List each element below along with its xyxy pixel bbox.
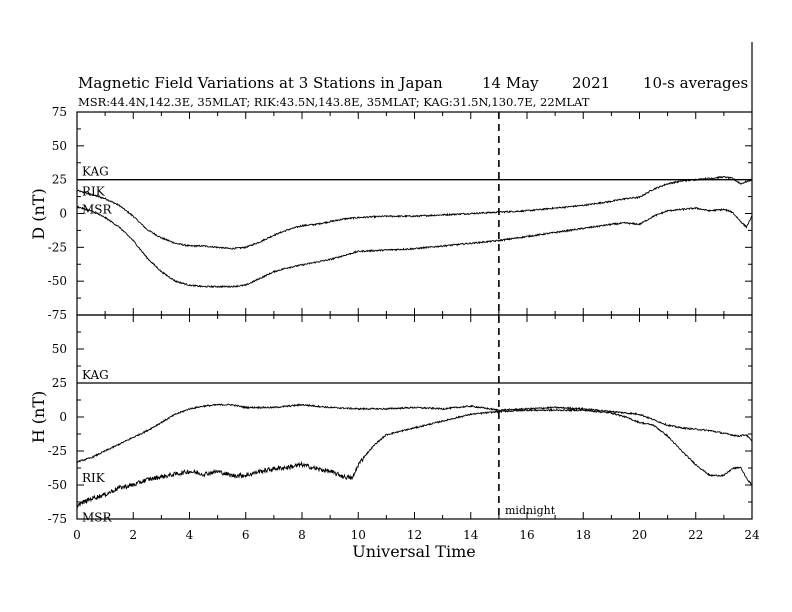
x-axis-label: Universal Time [352, 542, 475, 561]
x-tick-label: 8 [298, 528, 306, 542]
h-rik-line [76, 403, 753, 464]
chart-averaging: 10-s averages [643, 74, 748, 92]
h-msr-label: MSR [82, 510, 113, 524]
d-rik-label: RIK [82, 184, 106, 198]
x-tick-label: 14 [463, 528, 479, 542]
d-panel-frame [76, 111, 753, 316]
h-ytick-label: -25 [48, 444, 67, 458]
d-msr-label: MSR [82, 203, 113, 217]
h-rik-label: RIK [82, 471, 106, 485]
h-ytick-label: 25 [52, 376, 67, 390]
chart-date: 14 May [482, 74, 539, 92]
midnight-label: midnight [505, 504, 556, 517]
d-ytick-label: -75 [48, 308, 67, 322]
chart-dynamic-layer: 75 50 25 0 -25 -50 -75 KAG RIK MSR 50 25 0 -25 -50 -75 K… [48, 105, 760, 542]
h-panel-frame [76, 314, 753, 520]
d-ytick-label: 25 [52, 173, 67, 187]
d-ytick-label: 50 [52, 139, 67, 153]
d-ytick-label: -25 [48, 240, 67, 254]
x-tick-label: 10 [351, 528, 366, 542]
x-tick-label: 12 [407, 528, 422, 542]
d-ytick-label: 0 [59, 207, 67, 221]
d-msr-line [76, 205, 753, 289]
h-kag-label: KAG [82, 368, 109, 382]
x-tick-label: 2 [129, 528, 137, 542]
x-tick-label: 16 [519, 528, 534, 542]
x-tick-label: 4 [186, 528, 194, 542]
h-msr-line [76, 408, 753, 509]
x-tick-label: 0 [73, 528, 81, 542]
d-ytick-label: -50 [48, 274, 67, 288]
h-ytick-label: 0 [59, 410, 67, 424]
h-ytick-label: -75 [48, 512, 67, 526]
chart-title: Magnetic Field Variations at 3 Stations … [78, 74, 443, 92]
d-ytick-label: 75 [52, 105, 67, 119]
d-rik-line [76, 175, 753, 250]
chart-year: 2021 [572, 74, 610, 92]
station-info: MSR:44.4N,142.3E, 35MLAT; RIK:43.5N,143.… [78, 95, 590, 109]
d-kag-label: KAG [82, 165, 109, 179]
x-tick-label: 6 [242, 528, 250, 542]
d-axis-label: D (nT) [29, 188, 48, 239]
h-ytick-label: 50 [52, 342, 67, 356]
x-tick-label: 24 [744, 528, 760, 542]
x-tick-label: 20 [632, 528, 647, 542]
x-tick-label: 22 [688, 528, 703, 542]
h-ytick-label: -50 [48, 478, 67, 492]
h-axis-label: H (nT) [29, 391, 48, 444]
x-tick-label: 18 [576, 528, 591, 542]
